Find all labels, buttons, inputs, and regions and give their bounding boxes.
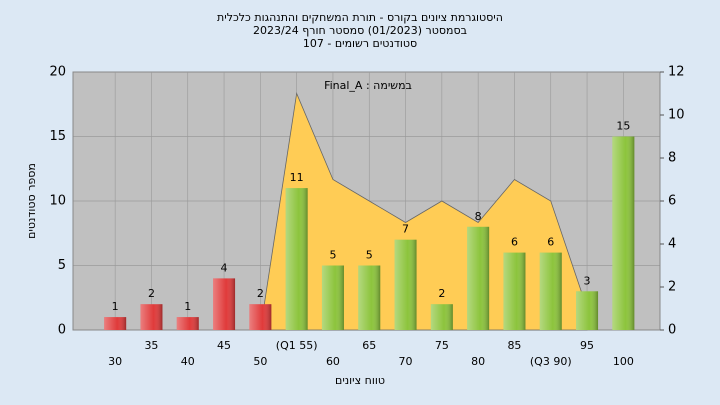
x-tick-label: (Q1 55) — [276, 339, 318, 352]
bar-shade — [539, 252, 562, 330]
bar-shade — [394, 239, 417, 330]
x-tick-label: 30 — [108, 355, 122, 368]
annotation: Final_A : במשימה — [324, 79, 412, 92]
bar-shade — [140, 304, 163, 330]
y2-tick-label: 6 — [668, 194, 676, 209]
x-tick-label: 85 — [507, 339, 521, 352]
x-axis-label: טווח ציונים — [335, 374, 385, 387]
value-label: 11 — [290, 171, 304, 184]
value-label: 1 — [112, 300, 119, 313]
value-label: 4 — [221, 261, 228, 274]
bar-shade — [176, 317, 199, 330]
y2-tick-label: 12 — [668, 65, 685, 80]
x-tick-label: 100 — [613, 355, 634, 368]
y-tick-label: 0 — [58, 323, 66, 338]
y-tick-label: 20 — [49, 65, 66, 80]
value-label: 8 — [475, 210, 482, 223]
bar-shade — [430, 304, 453, 330]
y-tick-label: 10 — [49, 194, 66, 209]
value-label: 2 — [148, 287, 155, 300]
bar-shade — [358, 265, 381, 330]
y2-tick-label: 2 — [668, 280, 676, 295]
value-label: 5 — [366, 249, 373, 262]
value-label: 3 — [584, 274, 591, 287]
value-label: 6 — [511, 236, 518, 249]
bar-shade — [285, 188, 308, 330]
x-tick-label: 80 — [471, 355, 485, 368]
x-tick-label: 35 — [144, 339, 158, 352]
x-tick-label: 45 — [217, 339, 231, 352]
title: היסטוגרמת ציונים בקורס - תורת המשחקים וה… — [217, 11, 503, 24]
x-tick-label: 65 — [362, 339, 376, 352]
bar-shade — [249, 304, 272, 330]
value-label: 6 — [547, 236, 554, 249]
y2-tick-label: 8 — [668, 151, 676, 166]
bar-shade — [612, 136, 635, 330]
subtitle: סטודנטים רשומים - 107 — [303, 37, 417, 50]
value-label: 2 — [257, 287, 264, 300]
x-tick-label: (Q3 90) — [530, 355, 572, 368]
bar-shade — [213, 278, 236, 330]
bar-shade — [321, 265, 344, 330]
y-axis-label: מספר סטודנטים — [25, 163, 38, 239]
x-tick-label: 75 — [435, 339, 449, 352]
x-tick-label: 50 — [253, 355, 267, 368]
x-tick-label: 95 — [580, 339, 594, 352]
value-label: 7 — [402, 223, 409, 236]
y-tick-label: 5 — [58, 258, 66, 273]
y2-tick-label: 4 — [668, 237, 676, 252]
value-label: 2 — [438, 287, 445, 300]
x-tick-label: 70 — [399, 355, 413, 368]
bar-shade — [503, 252, 526, 330]
subtitle: בסמסטר (01/2023) סמסטר חורף 2023/24 — [253, 24, 467, 37]
value-label: 5 — [329, 249, 336, 262]
y2-tick-label: 10 — [668, 108, 685, 123]
bar-shade — [576, 291, 599, 330]
y-tick-label: 15 — [49, 129, 66, 144]
x-tick-label: 40 — [181, 355, 195, 368]
x-tick-label: 60 — [326, 355, 340, 368]
y2-tick-label: 0 — [668, 323, 676, 338]
bar-shade — [467, 226, 490, 330]
value-label: 15 — [616, 120, 630, 133]
value-label: 1 — [184, 300, 191, 313]
bar-shade — [104, 317, 127, 330]
